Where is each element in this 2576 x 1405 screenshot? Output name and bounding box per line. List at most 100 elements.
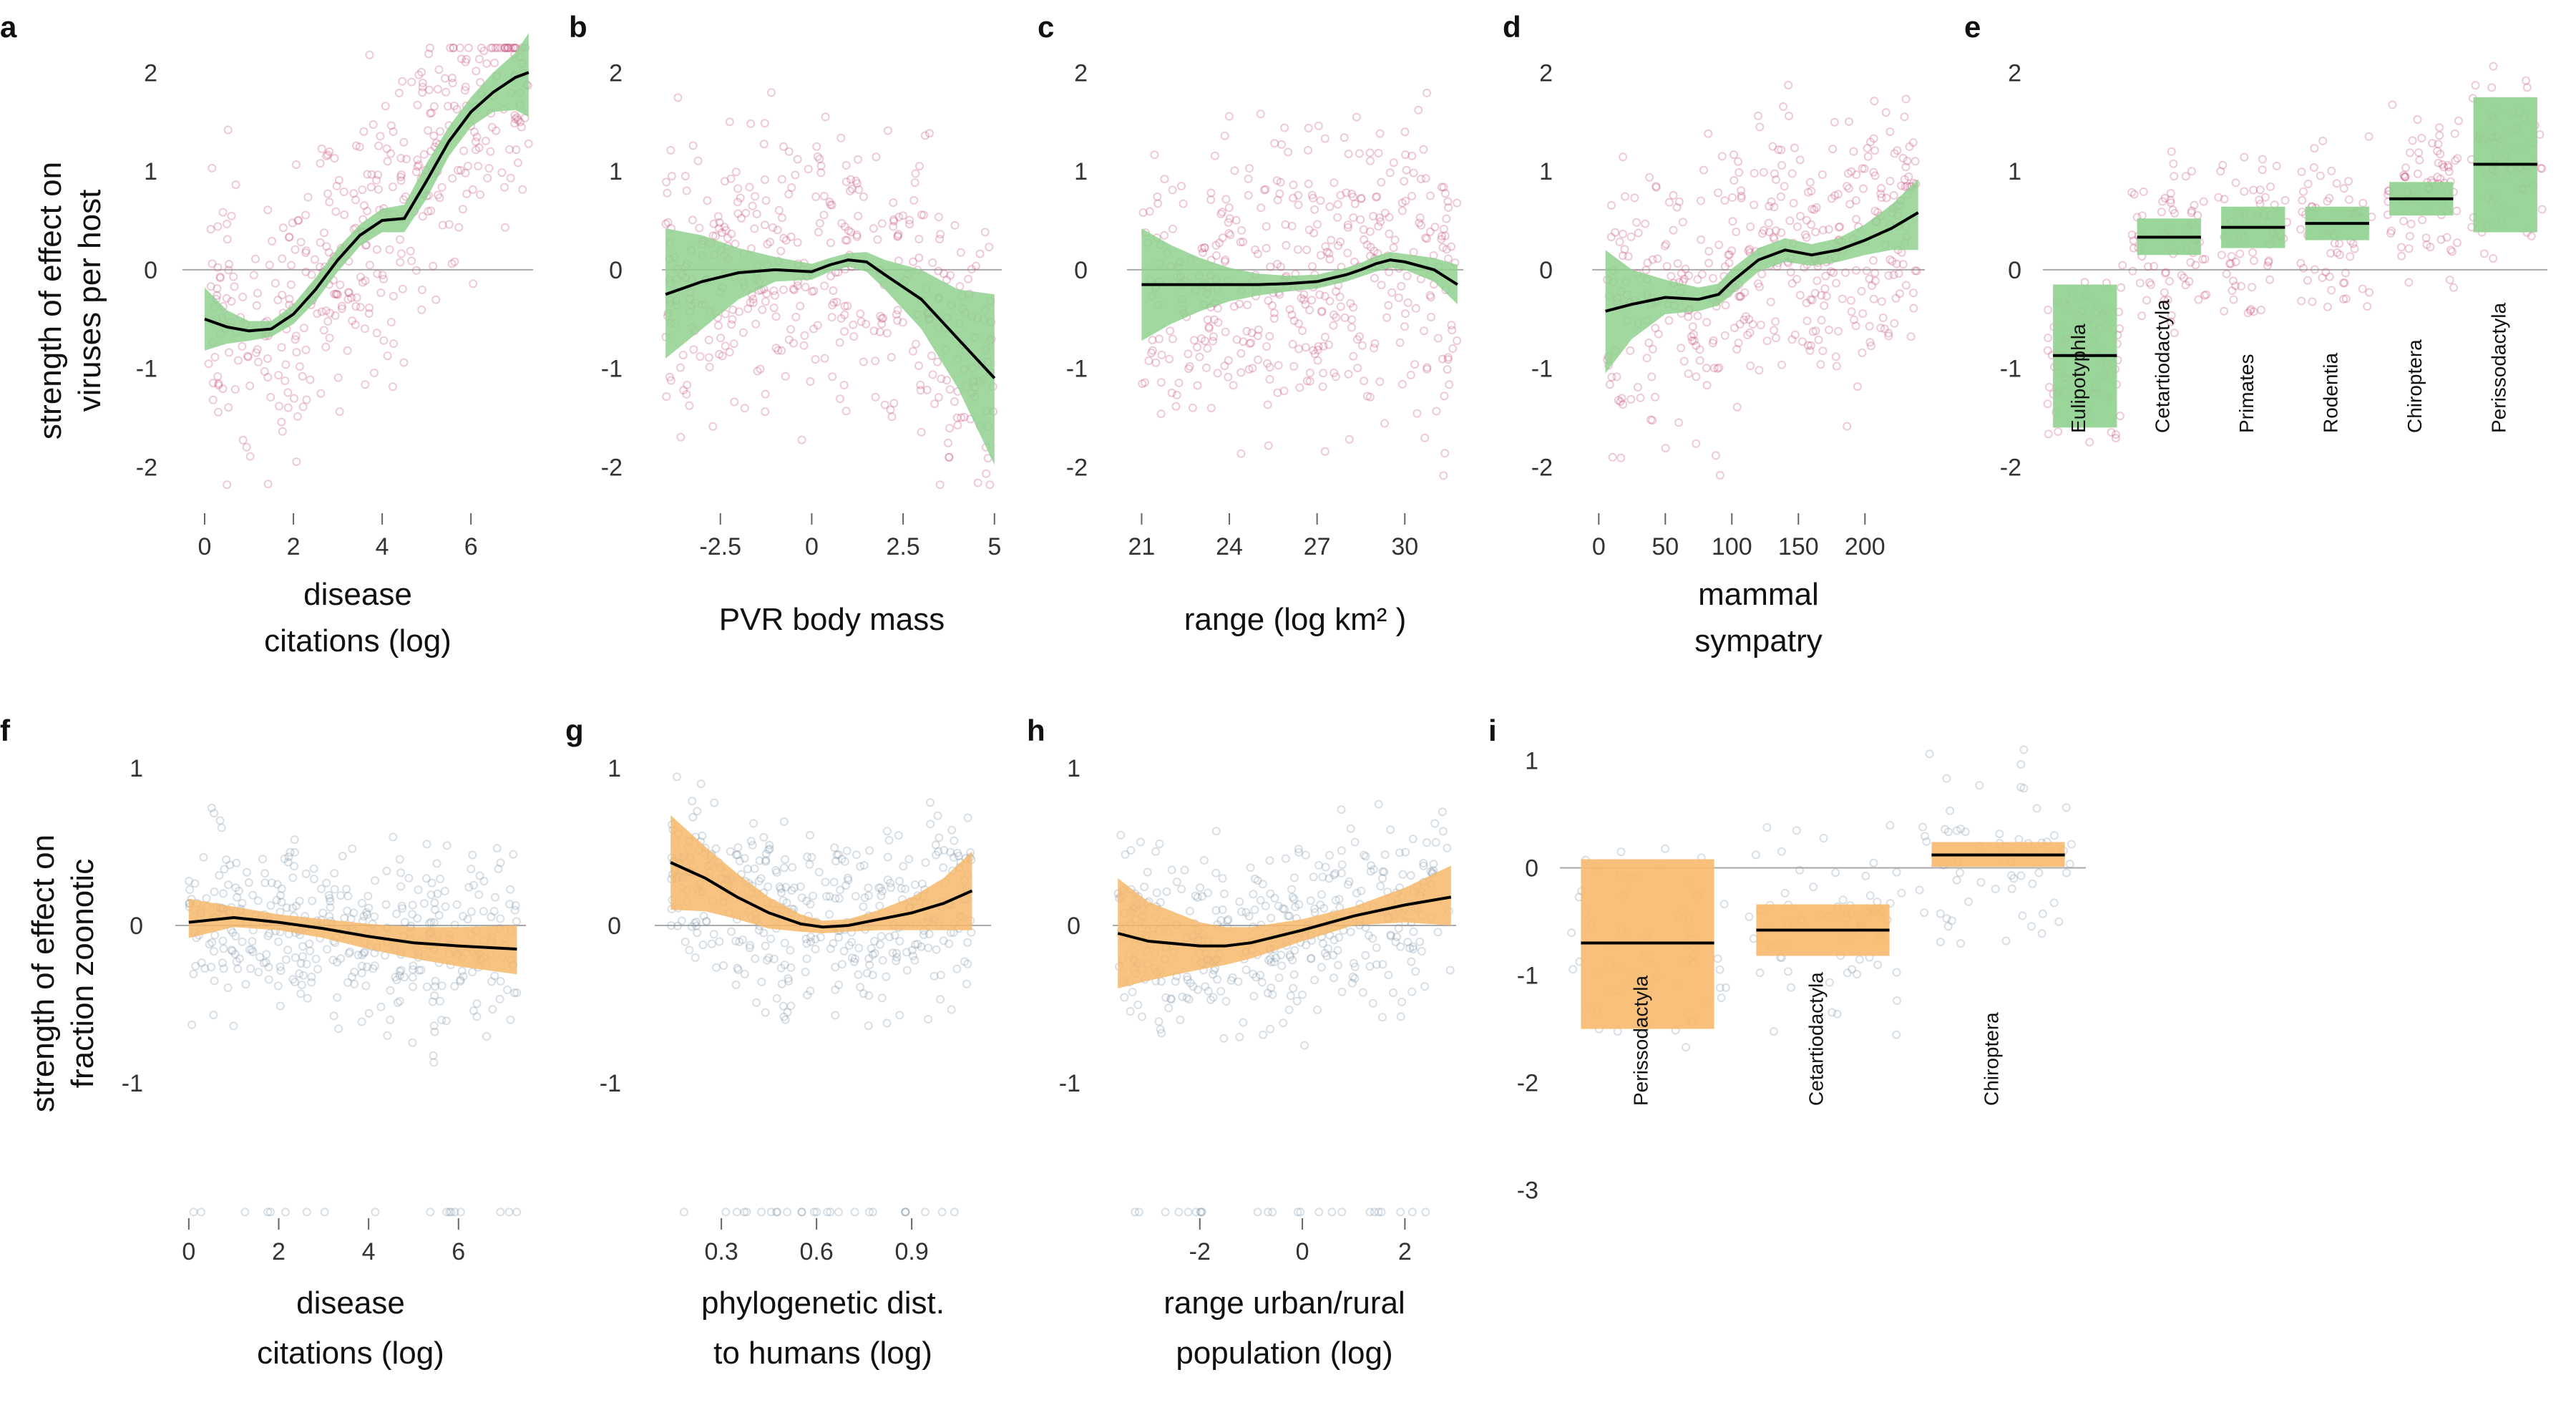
data-point xyxy=(930,399,940,409)
data-point xyxy=(448,79,457,87)
data-point xyxy=(307,978,316,987)
data-point xyxy=(2115,324,2124,334)
data-point xyxy=(1870,146,1879,155)
data-point xyxy=(1343,880,1352,889)
residual-points xyxy=(667,772,976,1217)
data-point xyxy=(740,1207,749,1217)
data-point xyxy=(1878,313,1888,322)
data-point xyxy=(1324,874,1334,883)
data-point xyxy=(225,348,233,357)
data-point xyxy=(926,820,935,829)
data-point xyxy=(1745,245,1754,254)
data-point xyxy=(816,161,826,170)
data-point xyxy=(1892,259,1901,268)
data-point xyxy=(719,961,728,970)
data-point xyxy=(685,401,694,410)
data-point xyxy=(396,868,406,877)
data-point xyxy=(852,230,862,240)
data-point xyxy=(1182,993,1191,1003)
data-point xyxy=(745,943,754,953)
data-point xyxy=(910,178,919,188)
data-point xyxy=(1374,222,1383,231)
data-point xyxy=(708,422,718,431)
data-point xyxy=(781,1015,790,1024)
data-point xyxy=(1812,203,1821,212)
data-point xyxy=(426,43,434,52)
data-point xyxy=(690,918,699,928)
data-point xyxy=(1372,943,1381,953)
data-point xyxy=(229,1021,238,1031)
data-point xyxy=(841,407,851,416)
x-axis-label: to humans (log) xyxy=(713,1336,932,1371)
data-point xyxy=(396,966,406,975)
data-point xyxy=(1221,996,1231,1006)
data-point xyxy=(1313,346,1322,354)
data-point xyxy=(330,154,339,163)
data-point xyxy=(437,1016,447,1025)
data-point xyxy=(429,102,439,111)
data-point xyxy=(2365,288,2374,297)
data-point xyxy=(909,195,919,205)
data-point xyxy=(1810,205,1819,214)
x-axis-label: mammal xyxy=(1698,577,1819,612)
data-point xyxy=(1634,228,1643,238)
data-point xyxy=(1943,922,1953,931)
data-point xyxy=(819,192,829,200)
data-point xyxy=(1661,444,1670,453)
data-point xyxy=(1330,870,1339,880)
data-point xyxy=(1704,129,1713,138)
data-point xyxy=(1347,315,1357,324)
data-point xyxy=(209,1011,218,1020)
data-point xyxy=(1246,863,1255,872)
data-point xyxy=(821,112,830,122)
data-point xyxy=(1340,133,1349,142)
data-point xyxy=(1777,145,1786,155)
data-point xyxy=(2537,164,2547,173)
data-point xyxy=(692,921,701,930)
data-point xyxy=(333,958,341,967)
data-point xyxy=(1362,240,1372,249)
data-point xyxy=(940,845,949,855)
data-point xyxy=(849,320,858,329)
data-point xyxy=(1316,900,1325,910)
data-point xyxy=(2358,198,2368,208)
data-point xyxy=(2111,434,2120,443)
data-point xyxy=(898,211,907,220)
data-point xyxy=(737,213,746,223)
data-point xyxy=(1438,807,1447,817)
data-point xyxy=(1317,307,1326,316)
data-point xyxy=(293,216,303,225)
data-point xyxy=(1337,846,1346,855)
data-point xyxy=(787,886,796,895)
data-point xyxy=(1419,859,1428,867)
data-point xyxy=(1302,940,1311,950)
data-point xyxy=(255,953,265,962)
data-point xyxy=(495,994,504,1003)
panel-letter: h xyxy=(1027,714,1045,747)
data-point xyxy=(1438,827,1448,836)
data-point xyxy=(445,1207,454,1217)
data-point xyxy=(1299,290,1309,299)
data-point xyxy=(1826,267,1835,276)
data-point xyxy=(417,285,426,294)
data-point xyxy=(748,840,757,850)
data-point xyxy=(1250,905,1259,915)
data-point xyxy=(1720,331,1729,340)
data-point xyxy=(1320,134,1330,143)
data-point xyxy=(2160,288,2169,297)
data-point xyxy=(324,890,333,900)
data-point xyxy=(306,946,315,956)
data-point xyxy=(2415,155,2424,165)
data-point xyxy=(862,968,872,978)
data-point xyxy=(345,947,354,956)
data-point xyxy=(276,891,285,900)
data-point xyxy=(291,953,300,962)
data-point xyxy=(892,948,901,958)
data-point xyxy=(753,366,762,376)
data-point xyxy=(204,359,213,369)
data-point xyxy=(1811,326,1820,336)
data-point xyxy=(2346,252,2355,261)
data-point xyxy=(1406,371,1415,379)
data-point xyxy=(1277,140,1286,149)
data-point xyxy=(771,291,779,300)
